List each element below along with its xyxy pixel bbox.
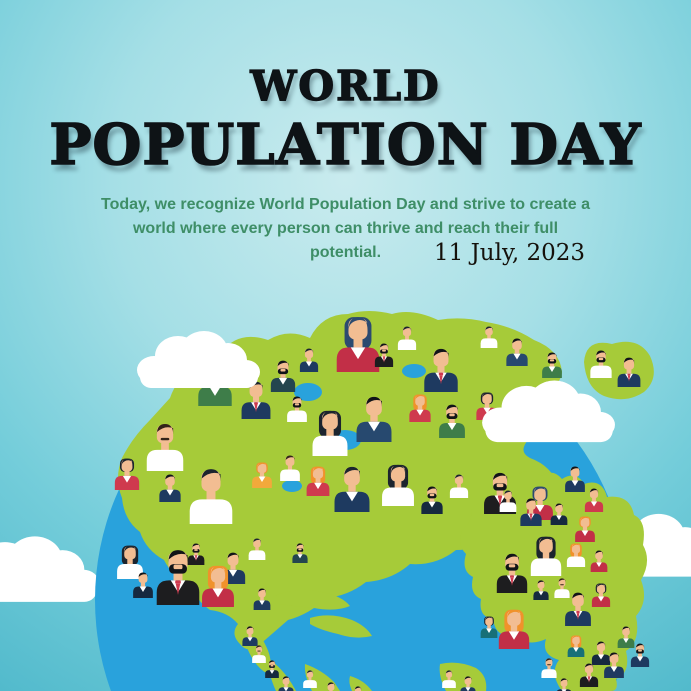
person-avatar-m xyxy=(579,663,599,687)
clouds-front-of-globe xyxy=(137,331,615,443)
title-line-1: WORLD xyxy=(250,61,441,110)
cloud-icon xyxy=(482,380,615,443)
person-avatar-m xyxy=(242,626,258,646)
person-avatar-m xyxy=(327,682,335,691)
person-avatar-w xyxy=(382,464,414,506)
person-avatar-mb xyxy=(156,550,200,605)
person-avatar-mb xyxy=(421,486,443,514)
cloud-icon xyxy=(0,536,100,602)
person-avatar-w xyxy=(498,609,530,649)
person-avatar-mb xyxy=(187,543,205,565)
person-avatar-m xyxy=(356,396,392,442)
person-avatar-m xyxy=(604,652,624,678)
person-avatar-w xyxy=(117,545,143,579)
person-avatar-m xyxy=(253,588,271,610)
person-avatar-mb xyxy=(374,343,394,367)
person-avatar-m xyxy=(499,490,517,512)
person-avatar-m xyxy=(303,670,317,688)
person-avatar-m xyxy=(617,357,641,387)
title-line-2: POPULATION DAY xyxy=(49,111,642,179)
person-avatar-w xyxy=(202,565,234,607)
subtitle-line-3: potential. xyxy=(309,244,382,261)
person-avatar-m xyxy=(159,474,181,502)
person-avatar-m xyxy=(590,550,608,572)
person-avatar-w xyxy=(566,543,586,567)
person-avatar-mb xyxy=(265,660,279,678)
person-avatar-m xyxy=(299,348,319,372)
person-avatar-m xyxy=(449,474,469,498)
person-avatar-m xyxy=(591,641,611,665)
person-avatar-w xyxy=(530,536,562,576)
person-avatar-m xyxy=(565,592,591,626)
person-avatar-m xyxy=(584,488,604,512)
person-avatar-mb xyxy=(439,404,465,438)
person-avatar-mb xyxy=(270,360,296,392)
lake xyxy=(282,480,302,492)
person-avatar-m xyxy=(334,466,370,512)
person-avatar-w xyxy=(567,635,585,657)
person-avatar-m xyxy=(565,466,585,492)
person-avatar-m xyxy=(354,686,362,691)
person-avatar-m xyxy=(133,572,153,598)
person-avatar-mm xyxy=(252,645,266,663)
person-avatar-m xyxy=(617,626,635,648)
person-avatar-m xyxy=(460,676,476,691)
person-avatar-w xyxy=(409,394,431,422)
landmass-hispaniola-sliver xyxy=(310,615,372,638)
person-avatar-m xyxy=(520,498,542,526)
person-avatar-mb xyxy=(287,396,307,422)
person-avatar-m xyxy=(248,538,266,560)
person-avatar-mb xyxy=(542,352,562,378)
person-avatar-m xyxy=(280,455,300,481)
person-avatar-m xyxy=(533,580,549,600)
person-avatar-mm xyxy=(554,578,570,598)
person-avatar-m xyxy=(241,381,271,419)
person-avatar-mm xyxy=(146,423,184,471)
person-avatar-ws xyxy=(252,462,272,488)
person-avatar-w xyxy=(312,410,348,456)
date-text: 11 July, 2023 xyxy=(434,240,586,266)
lake xyxy=(294,383,322,401)
subtitle-line-1: Today, we recognize World Population Day… xyxy=(101,196,590,213)
person-avatar-mb xyxy=(630,643,650,667)
landmass-island-2 xyxy=(349,676,372,691)
person-avatar-m xyxy=(397,326,417,350)
person-avatar-w xyxy=(306,466,330,496)
cloud-icon xyxy=(137,331,260,388)
person-avatar-ws xyxy=(591,583,611,607)
subtitle-line-2: world where every person can thrive and … xyxy=(132,220,559,237)
person-avatar-mm xyxy=(541,658,557,678)
person-avatar-w xyxy=(336,317,380,372)
person-avatar-m xyxy=(506,338,528,366)
landmass-south-mass xyxy=(460,471,648,691)
person-avatar-m xyxy=(424,348,458,392)
person-avatar-ws xyxy=(114,458,140,490)
person-avatar-m xyxy=(480,326,498,348)
lake xyxy=(402,364,426,378)
person-avatar-ws xyxy=(480,616,498,638)
subtitle: Today, we recognize World Population Day… xyxy=(66,193,626,265)
poster-header: WORLD POPULATION DAY Today, we recognize… xyxy=(0,0,691,265)
person-avatar-mb xyxy=(292,543,308,563)
person-avatar-m xyxy=(442,670,456,688)
person-avatar-m xyxy=(189,469,233,524)
person-avatar-ws xyxy=(575,516,595,542)
person-avatar-m xyxy=(278,676,294,691)
person-avatar-mb xyxy=(496,553,528,593)
landmass-cuba-sliver xyxy=(272,589,350,610)
person-avatar-mb xyxy=(590,350,612,378)
person-avatar-m xyxy=(550,503,568,525)
